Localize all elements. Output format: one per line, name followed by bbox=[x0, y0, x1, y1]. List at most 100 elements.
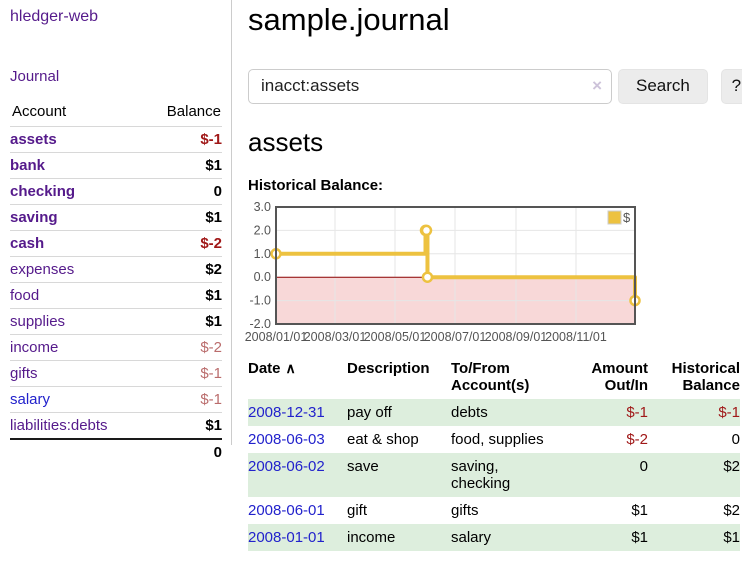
sidebar-divider bbox=[231, 0, 232, 445]
account-link-supplies[interactable]: supplies bbox=[10, 313, 66, 330]
account-link-liabilities-debts[interactable]: liabilities:debts bbox=[10, 417, 108, 434]
search-button[interactable]: Search bbox=[618, 68, 708, 104]
svg-text:0.0: 0.0 bbox=[254, 270, 271, 284]
account-balance: $-2 bbox=[143, 230, 222, 257]
transaction-date-link[interactable]: 2008-06-03 bbox=[248, 430, 325, 448]
account-row: saving $1 bbox=[10, 204, 222, 231]
account-link-income[interactable]: income bbox=[10, 339, 59, 356]
help-button[interactable]: ? bbox=[720, 68, 742, 104]
accounts-header-account: Account bbox=[12, 103, 67, 120]
account-row: food $1 bbox=[10, 282, 222, 309]
transaction-accounts: saving, checking bbox=[451, 452, 573, 497]
svg-text:-1.0: -1.0 bbox=[249, 293, 271, 307]
search-input[interactable] bbox=[248, 68, 612, 104]
search-form: × Search ? bbox=[248, 68, 742, 104]
transaction-amount: $1 bbox=[573, 523, 648, 551]
register-row: 2008-06-01 gift gifts $1 $2 bbox=[248, 496, 740, 524]
account-link-checking[interactable]: checking bbox=[10, 183, 76, 200]
chart-title: Historical Balance: bbox=[248, 176, 384, 194]
account-balance: $-2 bbox=[143, 334, 222, 361]
transaction-accounts: gifts bbox=[451, 496, 573, 524]
register-row: 2008-01-01 income salary $1 $1 bbox=[248, 523, 740, 551]
account-balance: $1 bbox=[143, 412, 222, 439]
svg-text:$: $ bbox=[623, 210, 631, 225]
register-row: 2008-06-02 save saving, checking 0 $2 bbox=[248, 452, 740, 497]
transaction-description: save bbox=[347, 452, 451, 497]
account-link-bank[interactable]: bank bbox=[10, 157, 46, 174]
accounts-table: Account Balance assets $-1 bank $1 checkin… bbox=[10, 99, 222, 465]
transaction-description: eat & shop bbox=[347, 425, 451, 453]
transaction-amount: $-1 bbox=[573, 398, 648, 426]
transaction-date-link[interactable]: 2008-12-31 bbox=[248, 403, 325, 421]
brand-link[interactable]: hledger-web bbox=[10, 8, 99, 25]
search-input-wrap: × bbox=[248, 68, 612, 104]
transaction-amount: $1 bbox=[573, 496, 648, 524]
register-header-balance: Historical Balance bbox=[648, 357, 740, 399]
historical-balance-chart: $3.0 2.0 1.0 0.0 -1.0 -2.02008/01/012008/03/0… bbox=[245, 200, 641, 344]
account-balance: $1 bbox=[143, 282, 222, 309]
account-link-saving[interactable]: saving bbox=[10, 209, 58, 226]
svg-text:1.0: 1.0 bbox=[254, 246, 271, 260]
main-content: sample.journal × Search ? assets Histori… bbox=[232, 0, 742, 551]
sidebar: hledger-web Journal Account Balance asse… bbox=[0, 0, 232, 551]
svg-text:2008/05/01: 2008/05/01 bbox=[364, 330, 427, 344]
accounts-total-row: 0 bbox=[10, 438, 222, 465]
account-row: checking 0 bbox=[10, 178, 222, 205]
register-header-accounts: To/From Account(s) bbox=[451, 357, 573, 399]
account-row: salary $-1 bbox=[10, 386, 222, 413]
account-link-salary[interactable]: salary bbox=[10, 391, 51, 408]
clear-search-icon[interactable]: × bbox=[592, 75, 602, 95]
transaction-date-link[interactable]: 2008-06-02 bbox=[248, 457, 325, 475]
svg-text:2008/11/01: 2008/11/01 bbox=[545, 330, 607, 344]
transaction-amount: 0 bbox=[573, 452, 648, 497]
account-link-expenses[interactable]: expenses bbox=[10, 261, 75, 278]
register-header-date[interactable]: Date ∧ bbox=[248, 357, 347, 399]
transaction-date-link[interactable]: 2008-01-01 bbox=[248, 528, 325, 546]
transaction-date-link[interactable]: 2008-06-01 bbox=[248, 501, 325, 519]
account-heading: assets bbox=[248, 126, 324, 157]
register-row: 2008-06-03 eat & shop food, supplies $-2… bbox=[248, 425, 740, 453]
svg-text:3.0: 3.0 bbox=[254, 200, 271, 214]
transaction-accounts: salary bbox=[451, 523, 573, 551]
register-header-row: Date ∧ Description To/From Account(s) Amo… bbox=[248, 357, 740, 399]
account-balance: $1 bbox=[143, 204, 222, 231]
accounts-total-value: 0 bbox=[143, 438, 222, 465]
transaction-description: income bbox=[347, 523, 451, 551]
account-balance: $-1 bbox=[143, 126, 222, 153]
transaction-accounts: food, supplies bbox=[451, 425, 573, 453]
transaction-balance: $2 bbox=[648, 452, 740, 497]
account-link-food[interactable]: food bbox=[10, 287, 40, 304]
svg-text:2008/03/01: 2008/03/01 bbox=[304, 330, 367, 344]
register-header-amount: Amount Out/In bbox=[573, 357, 648, 399]
page-title: sample.journal bbox=[248, 2, 450, 37]
historical-balance-chart-box: $3.0 2.0 1.0 0.0 -1.0 -2.0 2008/01/01 2008/03/0… bbox=[245, 199, 742, 349]
account-balance: $-1 bbox=[143, 360, 222, 387]
account-row: gifts $-1 bbox=[10, 360, 222, 387]
account-balance: 0 bbox=[143, 178, 222, 205]
transaction-balance: 0 bbox=[648, 425, 740, 453]
transaction-balance: $-1 bbox=[648, 398, 740, 426]
svg-text:-2.0: -2.0 bbox=[249, 317, 271, 331]
transaction-description: gift bbox=[347, 496, 451, 524]
account-link-cash[interactable]: cash bbox=[10, 235, 45, 252]
svg-text:2008/09/01: 2008/09/01 bbox=[485, 330, 548, 344]
transaction-accounts: debts bbox=[451, 398, 573, 426]
account-balance: $1 bbox=[143, 152, 222, 179]
sort-asc-icon: ∧ bbox=[285, 359, 296, 376]
account-link-assets[interactable]: assets bbox=[10, 131, 57, 148]
accounts-header-balance: Balance bbox=[166, 103, 221, 120]
account-balance: $-1 bbox=[143, 386, 222, 413]
svg-text:2.0: 2.0 bbox=[254, 223, 271, 237]
transaction-balance: $1 bbox=[648, 523, 740, 551]
register-row: 2008-12-31 pay off debts $-1 $-1 bbox=[248, 398, 740, 426]
account-row: cash $-2 bbox=[10, 230, 222, 257]
account-balance: $1 bbox=[143, 308, 222, 335]
transaction-description: pay off bbox=[347, 398, 451, 426]
transaction-amount: $-2 bbox=[573, 425, 648, 453]
account-link-gifts[interactable]: gifts bbox=[10, 365, 38, 382]
register-header-description: Description bbox=[347, 357, 451, 399]
page: hledger-web Journal Account Balance asse… bbox=[0, 0, 742, 551]
sidebar-item-journal[interactable]: Journal bbox=[10, 68, 60, 85]
account-balance: $2 bbox=[143, 256, 222, 283]
account-row: liabilities:debts $1 bbox=[10, 412, 222, 439]
